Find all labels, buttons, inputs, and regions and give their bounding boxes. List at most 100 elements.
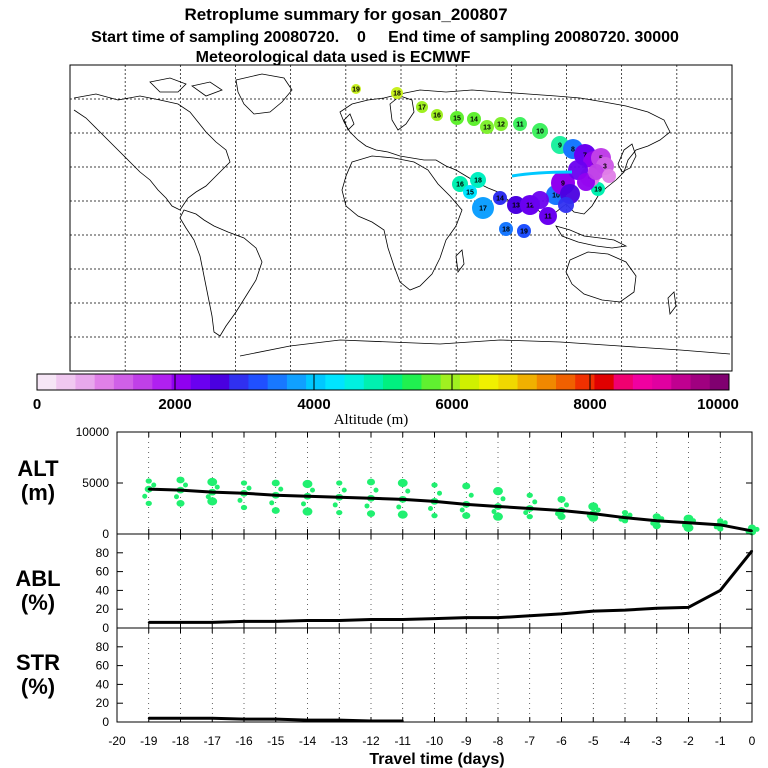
alt-cluster-point [493, 512, 503, 521]
series-point [687, 521, 690, 524]
alt-cluster-point [310, 487, 315, 493]
abl-unit: (%) [21, 590, 55, 615]
colorbar-swatch [94, 374, 115, 390]
alt-cluster-point [207, 497, 218, 506]
colorbar-swatch [325, 374, 346, 390]
alt-cluster-point [151, 482, 157, 488]
y-tick-label: 40 [96, 677, 110, 691]
alt-cluster-point [621, 509, 629, 516]
series-point [433, 500, 436, 503]
series-point [560, 509, 563, 512]
alt-cluster-point [145, 500, 152, 507]
alt-cluster-point [176, 476, 185, 484]
series-point [528, 507, 531, 510]
plume-marker-label: 9 [558, 143, 562, 150]
plume-marker-label: 8 [571, 147, 575, 154]
alt-cluster-point [237, 497, 243, 503]
colorbar-swatch [383, 374, 403, 390]
alt-cluster-point [437, 490, 442, 496]
panel-frame [116, 627, 753, 723]
series-point [338, 496, 341, 499]
alt-cluster-point [271, 479, 280, 487]
alt-cluster-point [650, 520, 656, 526]
plume-marker-label: 15 [466, 190, 474, 197]
plume-marker-label: 18 [502, 227, 510, 234]
colorbar-swatch [402, 374, 422, 390]
plume-marker [452, 176, 468, 192]
plume-marker-label: 13 [512, 203, 520, 210]
x-tick-label: -3 [651, 734, 662, 748]
alt-cluster-point [301, 501, 306, 507]
plume-cluster-dot [602, 169, 616, 183]
x-tick-label: -8 [493, 734, 504, 748]
alt-cluster-point [431, 513, 438, 519]
series-point [528, 614, 531, 617]
alt-cluster-point [627, 512, 633, 518]
alt-cluster-point [468, 492, 474, 498]
x-tick-label: -4 [620, 734, 631, 748]
colorbar-swatch [306, 374, 326, 390]
series-point [306, 495, 309, 498]
series-line-abl [148, 549, 754, 624]
series-point [401, 498, 404, 501]
series-point [624, 609, 626, 612]
colorbar-swatch [267, 374, 288, 390]
colorbar-swatch [613, 374, 634, 390]
colorbar-frame [36, 373, 730, 391]
alt-cluster-point [364, 503, 370, 509]
alt-cluster-point [526, 514, 533, 520]
plume-marker [507, 196, 525, 214]
x-axis: -20 -19 -18 -17 -16 -15 -14 -13 -12 -11 -10 -9 -8 -7-… [108, 734, 755, 748]
series-point [687, 606, 690, 609]
cbar-tick-0: 0 [33, 396, 41, 413]
plume-marker-label: 10 [552, 193, 560, 200]
series-point [370, 720, 372, 723]
colorbar-swatch [75, 374, 96, 390]
alt-cluster-point [397, 478, 408, 488]
alt-cluster-point [205, 494, 211, 500]
coast-british-isles [343, 113, 355, 131]
alt-cluster-point [526, 492, 533, 498]
alt-cluster-point [532, 499, 538, 505]
str-label: STR [16, 650, 60, 675]
alt-cluster-point [462, 482, 471, 490]
alt-cluster-point [373, 487, 379, 493]
plume-marker-label: 9 [561, 181, 565, 188]
plume-marker [539, 207, 557, 225]
colorbar-swatch [210, 374, 230, 390]
alt-cluster-point [493, 487, 503, 496]
alt-cluster-point [588, 502, 599, 511]
series-point [243, 718, 245, 721]
x-tick-label: -19 [140, 734, 158, 748]
alt-cluster-point [214, 484, 220, 490]
alt-cluster-point [462, 512, 471, 520]
plume-marker [517, 224, 531, 238]
cbar-tick-10000: 10000 [697, 396, 739, 413]
x-tick-label: -12 [362, 734, 380, 748]
colorbar-swatch [498, 374, 519, 390]
y-tick-label: 20 [96, 602, 110, 616]
coastlines [73, 73, 731, 357]
x-tick-label: -7 [524, 734, 535, 748]
series-point [338, 719, 341, 722]
series-point [401, 618, 404, 621]
alt-cluster-point [142, 493, 148, 499]
alt-cluster-point [557, 495, 566, 503]
plume-marker-label: 12 [526, 203, 534, 210]
series-point [211, 717, 214, 720]
colorbar-swatch [690, 374, 711, 390]
series-point [306, 719, 309, 722]
plume-marker-label: 3 [603, 164, 607, 171]
x-tick-label: -16 [235, 734, 253, 748]
plume-markers: 1918171615141312111098765161815171413181… [351, 84, 616, 238]
sampling-times: Start time of sampling 20080720. 0 End t… [91, 29, 679, 46]
y-tick-label: 80 [96, 640, 110, 654]
plume-cluster-dot [588, 164, 604, 180]
alt-cluster-point [431, 482, 438, 488]
colorbar-swatch [171, 374, 192, 390]
x-tick-label: -5 [588, 734, 599, 748]
plume-cluster-dot [558, 197, 574, 213]
series-point [401, 720, 404, 723]
series-point [274, 620, 277, 623]
colorbar-swatch [652, 374, 672, 390]
